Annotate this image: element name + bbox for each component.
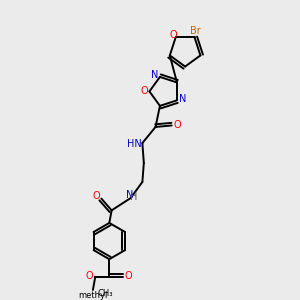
Text: O: O	[140, 86, 148, 96]
Text: O: O	[125, 271, 132, 281]
Text: H: H	[130, 193, 138, 202]
Text: HN: HN	[127, 139, 142, 148]
Text: N: N	[151, 70, 158, 80]
Text: CH₃: CH₃	[97, 289, 113, 298]
Text: methyl: methyl	[78, 291, 108, 300]
Text: O: O	[169, 30, 177, 40]
Text: O: O	[173, 121, 181, 130]
Text: O: O	[92, 191, 100, 201]
Text: N: N	[125, 190, 133, 200]
Text: O: O	[85, 271, 93, 281]
Text: Br: Br	[190, 26, 200, 36]
Text: N: N	[178, 94, 186, 104]
